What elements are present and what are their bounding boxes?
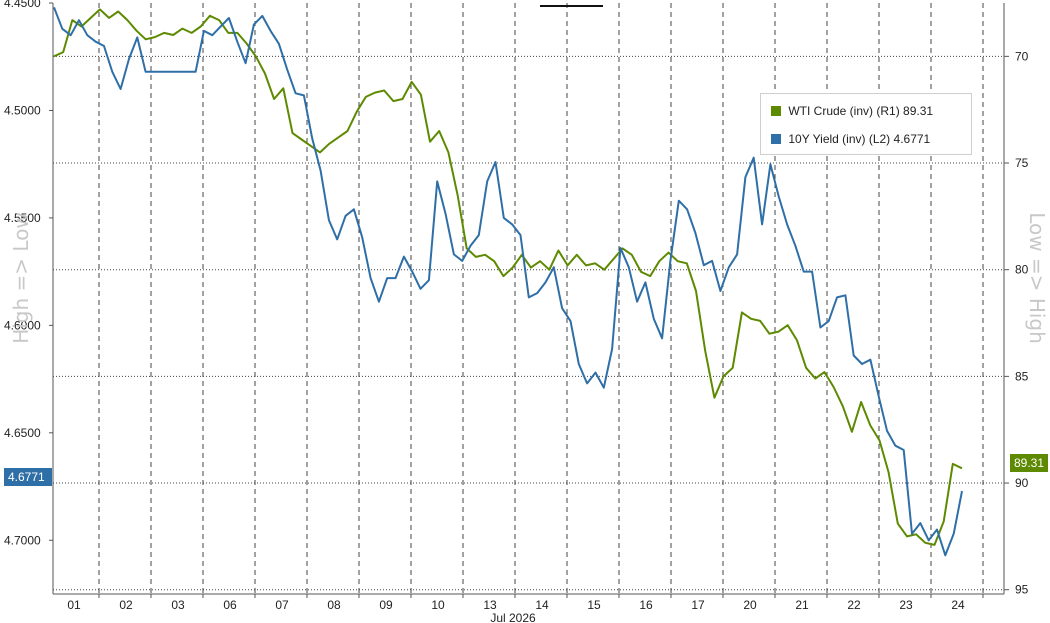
- x-tick-label: 13: [483, 598, 497, 612]
- x-tick-label: 03: [171, 598, 185, 612]
- left-tick-label: 4.4500: [4, 0, 41, 10]
- x-tick-label: 14: [535, 598, 549, 612]
- right-tick-label: 80: [1015, 263, 1029, 277]
- x-tick-label: 20: [743, 598, 757, 612]
- left-axis: 4.4500 4.5000 4.5500 4.6000 4.6500 4.7000 High…: [4, 0, 54, 594]
- x-tick-label: 02: [119, 598, 133, 612]
- wti-swatch: [771, 106, 781, 116]
- grid-lines: [53, 3, 1004, 594]
- left-tick-label: 4.7000: [4, 533, 41, 547]
- right-tick-label: 95: [1015, 583, 1029, 597]
- x-axis-label: Jul 2026: [490, 611, 536, 623]
- x-tick-label: 09: [379, 598, 393, 612]
- right-tick-label: 85: [1015, 369, 1029, 383]
- x-tick-label: 07: [275, 598, 289, 612]
- x-tick-label: 08: [327, 598, 341, 612]
- wti-last-value-tag: 89.31: [1010, 454, 1048, 472]
- x-tick-label: 16: [639, 598, 653, 612]
- x-axis: 01 02 03 06 07 08 09 10 13 14 15 16 17 20 21 22 23 24 Jul …: [53, 593, 1004, 623]
- left-tick-label: 4.5500: [4, 211, 41, 225]
- legend-value-wti: 89.31: [903, 104, 934, 118]
- yield-swatch: [771, 134, 781, 144]
- left-tick-label: 4.6000: [4, 318, 41, 332]
- right-tick-label: 70: [1015, 49, 1029, 63]
- right-tick-label: 90: [1015, 476, 1029, 490]
- left-tick-label: 4.6500: [4, 426, 41, 440]
- right-tick-label: 75: [1015, 156, 1029, 170]
- legend-label-wti: WTI Crude (inv) (R1): [788, 104, 900, 118]
- x-tick-label: 21: [795, 598, 809, 612]
- x-tick-label: 06: [223, 598, 237, 612]
- legend-label-yield: 10Y Yield (inv) (L2): [788, 132, 891, 146]
- wti-crude-line: [53, 8, 963, 546]
- legend-item-yield: 10Y Yield (inv) (L2) 4.6771: [771, 132, 930, 146]
- x-tick-label: 17: [691, 598, 705, 612]
- x-tick-label: 15: [587, 598, 601, 612]
- x-tick-label: 10: [431, 598, 445, 612]
- x-tick-label: 01: [67, 598, 81, 612]
- right-axis-title: Low => High: [1025, 212, 1049, 344]
- legend-value-yield: 4.6771: [893, 132, 931, 146]
- legend: WTI Crude (inv) (R1) 89.31 10Y Yield (in…: [760, 93, 972, 155]
- series-lines: [53, 6, 963, 557]
- x-tick-label: 22: [847, 598, 861, 612]
- left-tick-label: 4.5000: [4, 103, 41, 117]
- yield-last-value-tag: 4.6771: [4, 468, 52, 486]
- left-axis-title: High => Low: [9, 212, 33, 344]
- yield-10y-line: [53, 6, 963, 557]
- right-axis: 70 75 80 85 90 95 Low => High: [1003, 3, 1049, 597]
- x-tick-label: 23: [899, 598, 913, 612]
- x-tick-label: 24: [951, 598, 965, 612]
- legend-item-wti: WTI Crude (inv) (R1) 89.31: [771, 104, 933, 118]
